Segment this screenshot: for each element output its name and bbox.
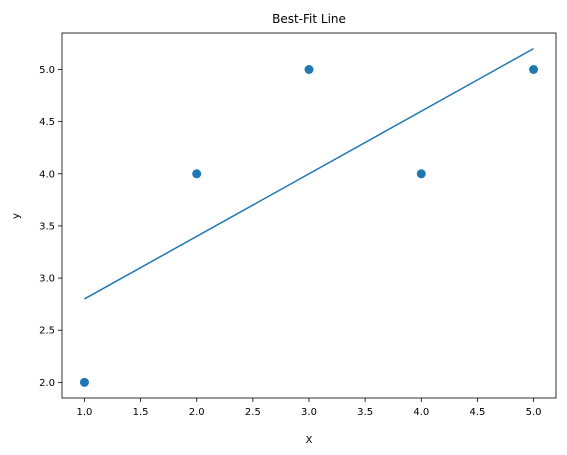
axes-frame (61, 32, 557, 399)
y-axis-label: y (11, 213, 22, 219)
y-tick-label: 5.0 (39, 65, 55, 76)
x-tick-label: 1.5 (133, 407, 149, 418)
x-axis-label: X (306, 435, 313, 446)
y-tick-label: 2.5 (39, 326, 55, 337)
x-tick-label: 3.5 (357, 407, 373, 418)
x-tick-label: 4.0 (413, 407, 429, 418)
plot-area: 1.0 1.5 2.0 2.5 3.0 3.5 4.0 4.5 5.0 2.0 2.5 3.0 3.5 4… (39, 32, 557, 418)
best-fit-line (84, 47, 534, 300)
y-tick-label: 2.0 (39, 378, 55, 389)
x-tick-label: 5.0 (526, 407, 542, 418)
y-tick-label: 3.5 (39, 221, 55, 232)
data-point (416, 169, 426, 179)
x-tick-label: 1.0 (77, 407, 93, 418)
data-point (192, 169, 202, 179)
data-point (79, 377, 89, 387)
y-tick-label: 3.0 (39, 274, 55, 285)
x-tick-label: 2.5 (245, 407, 261, 418)
y-tick-label: 4.0 (39, 169, 55, 180)
chart-title: Best-Fit Line (272, 12, 346, 26)
y-tick-label: 4.5 (39, 117, 55, 128)
x-tick-label: 2.0 (189, 407, 205, 418)
x-tick-label: 3.0 (301, 407, 317, 418)
data-point (304, 65, 314, 74)
x-tick-label: 4.5 (469, 407, 485, 418)
data-point (529, 65, 539, 74)
